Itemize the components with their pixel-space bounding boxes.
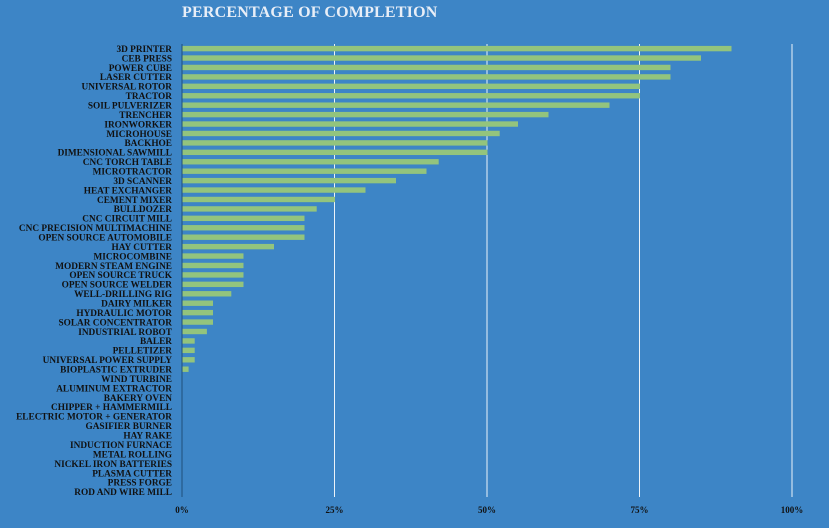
category-label: BULLDOZER — [114, 205, 173, 215]
bar — [182, 149, 488, 156]
category-label: PELLETIZER — [113, 347, 173, 357]
bar — [182, 196, 335, 203]
bar — [182, 187, 366, 193]
category-label: BALER — [140, 337, 172, 347]
category-label: 3D SCANNER — [113, 177, 172, 187]
bar — [182, 64, 671, 71]
bar — [182, 262, 244, 269]
category-label: PRESS FORGE — [108, 479, 172, 489]
category-label: MICROCOMBINE — [93, 252, 172, 262]
category-label: MICROHOUSE — [106, 130, 172, 140]
category-label: HEAT EXCHANGER — [84, 186, 173, 196]
category-label: GASIFIER BURNER — [85, 422, 172, 432]
category-label: NICKEL IRON BATTERIES — [54, 460, 172, 470]
category-label: INDUSTRIAL ROBOT — [78, 328, 173, 338]
bar — [182, 74, 671, 80]
bar — [182, 140, 488, 146]
category-label: SOLAR CONCENTRATOR — [58, 318, 172, 328]
bar — [182, 272, 244, 278]
category-label: HAY RAKE — [123, 432, 172, 442]
category-label: TRENCHER — [119, 111, 172, 121]
category-label: OPEN SOURCE AUTOMOBILE — [38, 234, 172, 244]
category-label: WELL-DRILLING RIG — [74, 290, 172, 300]
bar — [182, 309, 213, 316]
category-label: CNC CIRCUIT MILL — [82, 215, 172, 225]
bar — [182, 366, 189, 372]
bar — [182, 159, 439, 165]
bar — [182, 347, 195, 354]
bar — [182, 234, 305, 240]
bar — [182, 357, 195, 363]
category-label: DIMENSIONAL SAWMILL — [58, 149, 172, 159]
x-tick-label: 25% — [326, 505, 344, 515]
category-label: HAY CUTTER — [111, 243, 172, 253]
x-tick-label: 0% — [175, 505, 189, 515]
bar — [182, 93, 640, 99]
category-label: IRONWORKER — [104, 120, 172, 130]
bar — [182, 177, 396, 184]
category-label: WIND TURBINE — [101, 375, 172, 385]
category-label: TRACTOR — [126, 92, 173, 102]
bar — [182, 338, 195, 344]
category-label: MODERN STEAM ENGINE — [55, 262, 172, 272]
bar — [182, 168, 427, 174]
category-label: OPEN SOURCE TRUCK — [69, 271, 172, 281]
bar — [182, 291, 232, 297]
category-label: UNIVERSAL POWER SUPPLY — [43, 356, 173, 366]
bar — [182, 225, 305, 231]
category-label: HYDRAULIC MOTOR — [76, 309, 172, 319]
bar — [182, 281, 244, 288]
category-label: MICROTRACTOR — [93, 167, 173, 177]
category-label: SOIL PULVERIZER — [88, 101, 172, 111]
category-label: ALUMINUM EXTRACTOR — [56, 384, 172, 394]
bar — [182, 45, 732, 52]
bar — [182, 328, 207, 335]
category-label: CNC TORCH TABLE — [83, 158, 172, 168]
category-label: BIOPLASTIC EXTRUDER — [60, 366, 172, 376]
x-tick-label: 50% — [478, 505, 496, 515]
x-tick-label: 75% — [631, 505, 649, 515]
category-label: DAIRY MILKER — [101, 300, 172, 310]
category-label: ELECTRIC MOTOR + GENERATOR — [16, 413, 172, 423]
bar — [182, 206, 317, 212]
bar — [182, 83, 640, 90]
category-label: BACKHOE — [124, 139, 172, 149]
category-label: LASER CUTTER — [100, 73, 172, 83]
chart-title: PERCENTAGE OF COMPLETION — [182, 4, 438, 21]
category-label: POWER CUBE — [109, 64, 172, 74]
bar — [182, 215, 305, 222]
category-label: ROD AND WIRE MILL — [74, 488, 172, 498]
x-tick-label: 100% — [781, 505, 804, 515]
bar — [182, 300, 213, 306]
bar — [182, 253, 244, 259]
category-label: CEMENT MIXER — [97, 196, 172, 206]
category-label: CEB PRESS — [122, 54, 172, 64]
bar — [182, 111, 549, 118]
category-label: CHIPPER + HAMMERMILL — [51, 403, 172, 413]
bar — [182, 121, 518, 127]
category-label: CNC PRECISION MULTIMACHINE — [19, 224, 172, 234]
category-label: PLASMA CUTTER — [92, 469, 172, 479]
bar — [182, 55, 701, 61]
category-label: OPEN SOURCE WELDER — [62, 281, 173, 291]
category-label: BAKERY OVEN — [104, 394, 173, 404]
bar — [182, 130, 500, 137]
category-label: 3D PRINTER — [116, 45, 172, 55]
category-label: UNIVERSAL ROTOR — [82, 83, 173, 93]
bar — [182, 319, 213, 325]
bar — [182, 102, 610, 108]
bar — [182, 243, 274, 250]
category-label: METAL ROLLING — [93, 450, 172, 460]
category-label: INDUCTION FURNACE — [70, 441, 172, 451]
